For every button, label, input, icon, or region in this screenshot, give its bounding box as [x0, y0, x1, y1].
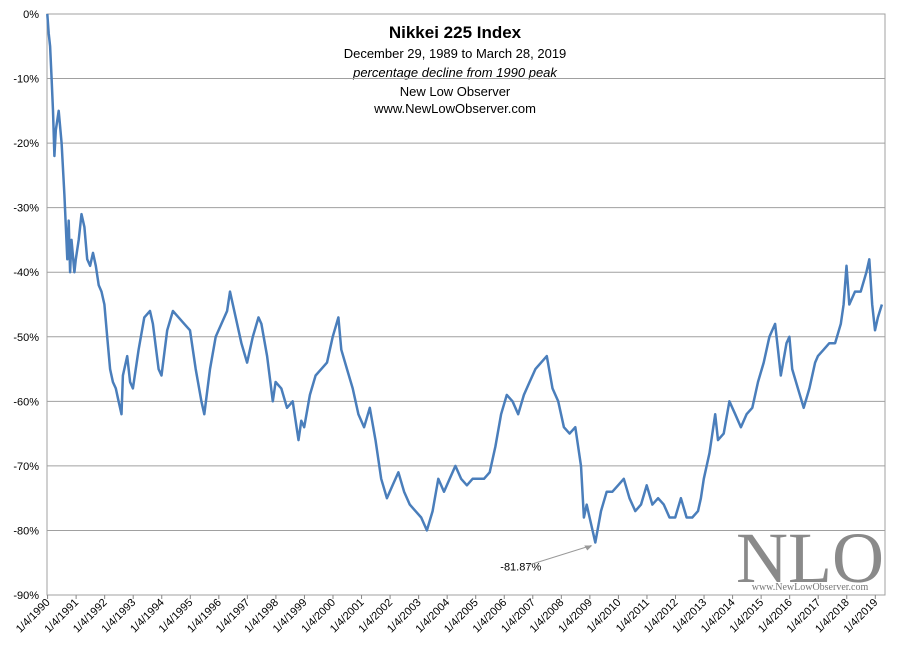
subtitle: December 29, 1989 to March 28, 2019	[344, 46, 567, 61]
y-tick-label: -50%	[13, 332, 39, 344]
y-tick-label: -70%	[13, 461, 39, 473]
y-tick-label: -60%	[13, 396, 39, 408]
watermark-url: www.NewLowObserver.com	[752, 582, 869, 593]
y-tick-label: 0%	[23, 9, 39, 21]
annotation-arrow	[527, 545, 592, 566]
y-tick-label: -30%	[13, 203, 39, 215]
line-series	[46, 13, 884, 544]
subtitle: percentage decline from 1990 peak	[352, 65, 558, 80]
y-tick-label: -40%	[13, 267, 39, 279]
y-tick-label: -20%	[13, 138, 39, 150]
watermark: NLO	[736, 518, 884, 598]
y-tick-label: -80%	[13, 525, 39, 537]
chart-title: Nikkei 225 Index	[389, 23, 522, 42]
annotation-arrowhead	[584, 545, 593, 551]
y-tick-label: -90%	[13, 590, 39, 602]
subtitle: New Low Observer	[400, 84, 511, 99]
subtitle: www.NewLowObserver.com	[373, 101, 536, 116]
y-tick-label: -10%	[13, 74, 39, 86]
